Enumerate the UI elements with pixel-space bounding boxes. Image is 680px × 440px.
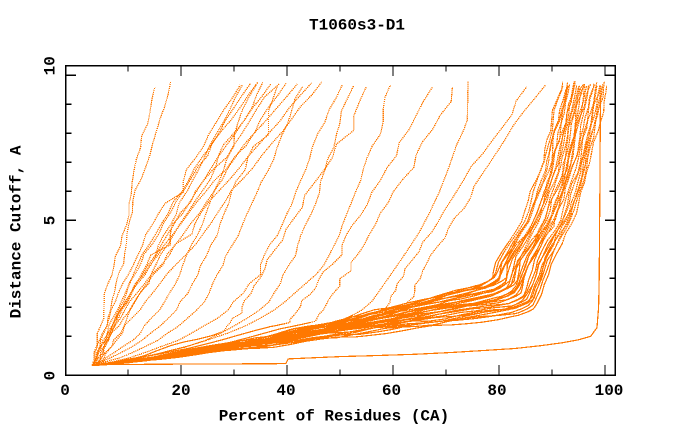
svg-text:0: 0	[42, 371, 60, 381]
svg-text:40: 40	[276, 382, 295, 400]
svg-text:60: 60	[382, 382, 401, 400]
svg-text:100: 100	[595, 382, 624, 400]
svg-text:0: 0	[60, 382, 70, 400]
svg-text:Distance Cutoff, A: Distance Cutoff, A	[8, 145, 26, 318]
svg-text:10: 10	[42, 56, 60, 75]
svg-text:Percent of Residues (CA): Percent of Residues (CA)	[219, 408, 449, 426]
svg-text:T1060s3-D1: T1060s3-D1	[309, 17, 405, 35]
svg-text:5: 5	[42, 216, 60, 226]
svg-text:20: 20	[171, 382, 190, 400]
svg-text:80: 80	[487, 382, 506, 400]
